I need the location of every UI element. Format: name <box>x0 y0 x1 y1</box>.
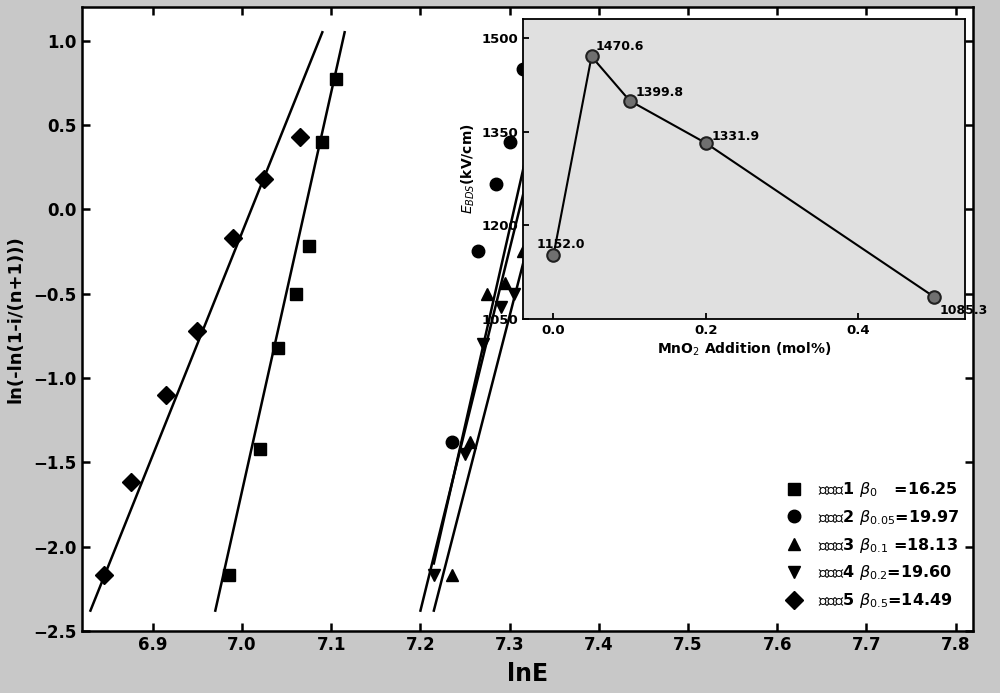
实施例3 $\beta_{0.1}$ =18.13 <box>517 247 529 256</box>
实施例2 $\beta_{0.05}$=19.97 <box>472 247 484 256</box>
实施例2 $\beta_{0.05}$=19.97 <box>446 438 458 446</box>
实施例3 $\beta_{0.1}$ =18.13 <box>481 290 493 298</box>
实施例5 $\beta_{0.5}$=14.49 <box>227 234 239 242</box>
实施例3 $\beta_{0.1}$ =18.13 <box>464 438 476 446</box>
实施例1 $\beta_{0}$   =16.25 <box>316 138 328 146</box>
实施例4 $\beta_{0.2}$=19.60 <box>459 450 471 458</box>
Line: 实施例1 $\beta_{0}$   =16.25: 实施例1 $\beta_{0}$ =16.25 <box>222 73 342 581</box>
实施例5 $\beta_{0.5}$=14.49 <box>160 391 172 399</box>
实施例1 $\beta_{0}$   =16.25 <box>290 290 302 298</box>
实施例4 $\beta_{0.2}$=19.60 <box>477 340 489 349</box>
实施例4 $\beta_{0.2}$=19.60 <box>544 70 556 78</box>
实施例4 $\beta_{0.2}$=19.60 <box>428 571 440 579</box>
实施例4 $\beta_{0.2}$=19.60 <box>526 138 538 146</box>
实施例5 $\beta_{0.5}$=14.49 <box>98 571 110 579</box>
实施例5 $\beta_{0.5}$=14.49 <box>258 175 270 183</box>
实施例1 $\beta_{0}$   =16.25 <box>272 344 284 352</box>
实施例3 $\beta_{0.1}$ =18.13 <box>499 279 511 288</box>
实施例2 $\beta_{0.05}$=19.97 <box>517 65 529 73</box>
实施例4 $\beta_{0.2}$=19.60 <box>508 290 520 298</box>
实施例5 $\beta_{0.5}$=14.49 <box>125 478 137 486</box>
实施例1 $\beta_{0}$   =16.25 <box>254 445 266 453</box>
Y-axis label: ln(-ln(1-i/(n+1))): ln(-ln(1-i/(n+1))) <box>7 235 25 403</box>
Line: 实施例2 $\beta_{0.05}$=19.97: 实施例2 $\beta_{0.05}$=19.97 <box>445 63 556 448</box>
实施例2 $\beta_{0.05}$=19.97 <box>490 180 502 188</box>
实施例1 $\beta_{0}$   =16.25 <box>303 243 315 251</box>
实施例2 $\beta_{0.05}$=19.97 <box>504 138 516 146</box>
实施例3 $\beta_{0.1}$ =18.13 <box>530 247 542 256</box>
Line: 实施例4 $\beta_{0.2}$=19.60: 实施例4 $\beta_{0.2}$=19.60 <box>428 68 556 581</box>
实施例1 $\beta_{0}$   =16.25 <box>223 571 235 579</box>
实施例5 $\beta_{0.5}$=14.49 <box>191 326 203 335</box>
Line: 实施例5 $\beta_{0.5}$=14.49: 实施例5 $\beta_{0.5}$=14.49 <box>98 130 306 581</box>
实施例1 $\beta_{0}$   =16.25 <box>330 76 342 84</box>
实施例2 $\beta_{0.05}$=19.97 <box>544 141 556 150</box>
实施例4 $\beta_{0.2}$=19.60 <box>495 303 507 311</box>
实施例2 $\beta_{0.05}$=19.97 <box>530 65 542 73</box>
Line: 实施例3 $\beta_{0.1}$ =18.13: 实施例3 $\beta_{0.1}$ =18.13 <box>445 245 543 581</box>
实施例5 $\beta_{0.5}$=14.49 <box>294 132 306 141</box>
实施例3 $\beta_{0.1}$ =18.13 <box>446 571 458 579</box>
X-axis label: lnE: lnE <box>507 662 548 686</box>
Legend: 实施例1 $\beta_{0}$   =16.25, 实施例2 $\beta_{0.05}$=19.97, 实施例3 $\beta_{0.1}$ =18.13,: 实施例1 $\beta_{0}$ =16.25, 实施例2 $\beta_{0.… <box>771 474 965 617</box>
